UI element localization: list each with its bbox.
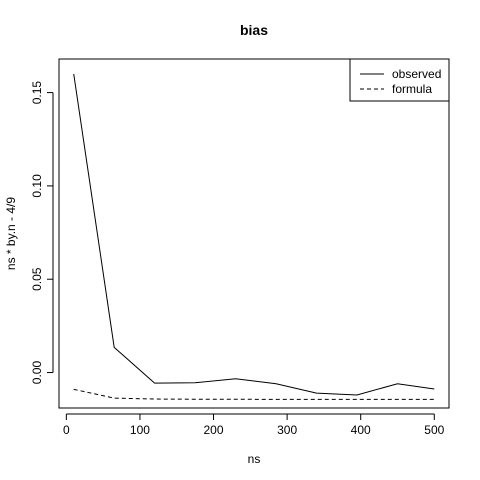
- y-axis: 0.00 0.05 0.10 0.15: [30, 81, 54, 385]
- series-layer: [73, 73, 435, 400]
- y-tick-label: 0.05: [30, 267, 44, 291]
- series-line-formula: [73, 388, 435, 400]
- legend-box: [349, 58, 450, 102]
- x-axis-label: ns: [248, 452, 261, 466]
- x-tick-label: 500: [424, 423, 444, 437]
- plot-area-frame: [58, 58, 450, 409]
- y-axis-label: ns * by.n - 4/9: [4, 197, 18, 270]
- x-tick-label: 400: [351, 423, 371, 437]
- y-tick-label: 0.00: [30, 361, 44, 385]
- x-tick-label: 300: [277, 423, 297, 437]
- y-tick-label: 0.15: [30, 81, 44, 105]
- legend-label-observed: observed: [392, 67, 441, 81]
- x-axis: 0 100 200 300 400 500: [63, 413, 445, 437]
- x-tick-label: 200: [204, 423, 224, 437]
- series-line-observed: [73, 73, 435, 396]
- y-tick-label: 0.10: [30, 174, 44, 198]
- legend-label-formula: formula: [392, 82, 432, 96]
- chart-title: bias: [240, 22, 268, 38]
- x-tick-label: 0: [63, 423, 70, 437]
- x-tick-label: 100: [130, 423, 150, 437]
